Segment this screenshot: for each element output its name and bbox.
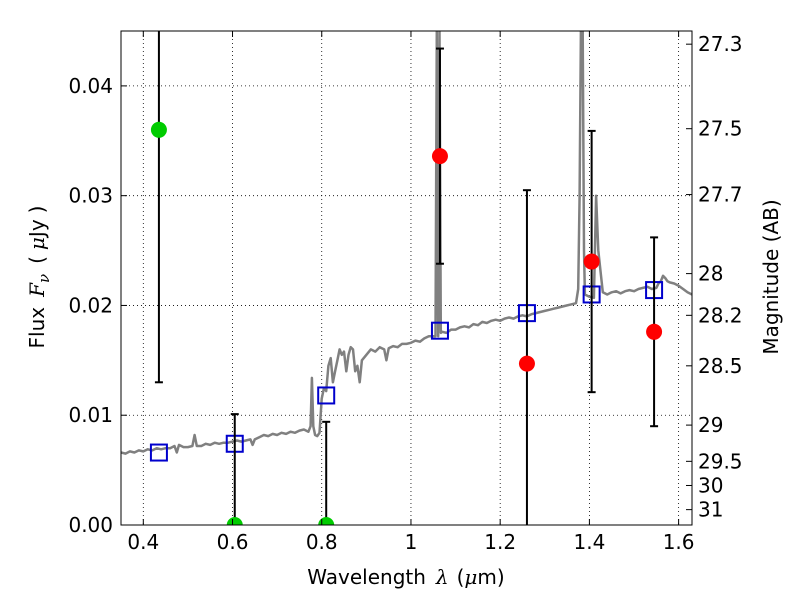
y-axis: 0.00 0.01 0.02 0.03 0.04 <box>68 74 127 537</box>
magnitude-tick-label: 30 <box>698 473 723 497</box>
x-tick-label: 0.4 <box>127 530 159 554</box>
magnitude-tick-label: 27.3 <box>698 32 743 56</box>
y-tick-label: 0.02 <box>68 293 113 317</box>
x-tick-label: 0.8 <box>306 530 338 554</box>
x-axis-label: Wavelength λ (μm) <box>307 565 504 589</box>
observed-flux-point <box>226 517 243 525</box>
magnitude-tick-label: 27.5 <box>698 117 743 141</box>
x-tick-label: 1.6 <box>663 530 695 554</box>
x-tick-label: 0.6 <box>217 530 249 554</box>
y-axis-label-unit-close: ) <box>25 206 49 214</box>
y-tick-label: 0.01 <box>68 403 113 427</box>
magnitude-tick-label: 28.5 <box>698 354 743 378</box>
magnitude-tick-label: 27.7 <box>698 183 743 207</box>
x-axis-label-symbol: λ <box>435 565 449 589</box>
magnitude-tick-label: 28 <box>698 262 723 286</box>
y-axis-label-symbol: F <box>25 282 49 298</box>
magnitude-tick-label: 28.2 <box>698 303 743 327</box>
observed-flux-point <box>646 323 663 340</box>
series-layer <box>121 31 692 525</box>
magnitude-tick-label: 29.5 <box>698 449 743 473</box>
grid-lines <box>121 31 692 526</box>
plot-frame <box>120 30 693 526</box>
y-axis-label: Flux Fν ( μJy) <box>25 206 53 349</box>
model-photometry-point <box>317 386 336 405</box>
y-tick-label: 0.03 <box>68 184 113 208</box>
observed-flux-point <box>431 148 448 165</box>
x-tick-label: 1 <box>405 530 418 554</box>
magnitude-tick-label: 29 <box>698 413 723 437</box>
y-axis-label-subscript: ν <box>35 274 53 283</box>
y-axis-label-unit-rest: Jy <box>25 219 49 239</box>
y-axis-label-unit-mu: μ <box>25 237 49 250</box>
y-tick-label: 0.04 <box>68 74 113 98</box>
magnitude-tick-label: 31 <box>698 498 723 522</box>
x-axis-label-unit-mu: μ <box>464 565 477 589</box>
y-tick-label: 0.00 <box>68 513 113 537</box>
x-axis-label-unit-rest: m) <box>477 565 504 589</box>
x-axis: 0.4 0.6 0.8 1 1.2 1.4 1.6 <box>127 31 695 554</box>
spectrum-line <box>121 31 692 455</box>
model-photometry-point <box>149 443 168 462</box>
y-axis-label-text: Flux <box>25 307 49 349</box>
observed-flux-point <box>518 355 535 372</box>
model-photometry-point <box>430 321 449 340</box>
x-axis-label-text: Wavelength <box>307 565 426 589</box>
x-axis-label-unit-open: ( <box>457 565 465 589</box>
observed-flux-point <box>583 253 600 270</box>
y-axis-label-unit-open: ( <box>25 256 49 264</box>
x-tick-label: 1.2 <box>484 530 516 554</box>
observed-flux-point <box>150 121 167 138</box>
magnitude-axis-label: Magnitude (AB) <box>759 199 783 354</box>
x-tick-label: 1.4 <box>573 530 605 554</box>
